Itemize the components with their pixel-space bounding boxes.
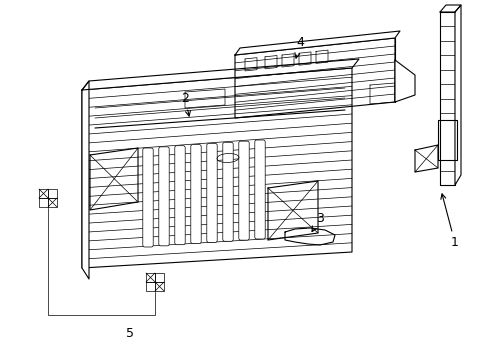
FancyBboxPatch shape <box>238 141 249 240</box>
Polygon shape <box>146 282 155 291</box>
Polygon shape <box>155 273 163 282</box>
Polygon shape <box>235 31 399 55</box>
Text: 3: 3 <box>311 211 323 231</box>
Polygon shape <box>146 273 155 282</box>
Polygon shape <box>90 148 138 210</box>
Text: 1: 1 <box>440 194 458 249</box>
FancyBboxPatch shape <box>142 148 153 247</box>
Text: 5: 5 <box>126 327 134 340</box>
Text: 4: 4 <box>294 36 304 58</box>
Polygon shape <box>414 145 437 172</box>
Polygon shape <box>39 198 48 207</box>
Polygon shape <box>155 282 163 291</box>
FancyBboxPatch shape <box>174 146 185 245</box>
Polygon shape <box>394 60 414 102</box>
Polygon shape <box>82 59 358 90</box>
Polygon shape <box>439 12 454 185</box>
Polygon shape <box>315 50 327 63</box>
Polygon shape <box>437 120 456 160</box>
Polygon shape <box>82 81 89 279</box>
FancyBboxPatch shape <box>223 142 233 241</box>
Polygon shape <box>264 55 276 69</box>
Polygon shape <box>48 198 57 207</box>
Polygon shape <box>267 181 317 240</box>
Polygon shape <box>369 83 394 104</box>
Polygon shape <box>82 68 351 268</box>
Polygon shape <box>439 5 460 12</box>
Polygon shape <box>282 54 293 67</box>
Polygon shape <box>184 89 224 108</box>
Polygon shape <box>244 58 257 71</box>
Polygon shape <box>285 228 334 245</box>
FancyBboxPatch shape <box>206 143 217 242</box>
FancyBboxPatch shape <box>190 145 201 244</box>
Polygon shape <box>454 5 460 185</box>
Polygon shape <box>235 38 394 118</box>
Polygon shape <box>39 189 48 198</box>
Text: 2: 2 <box>181 91 190 116</box>
FancyBboxPatch shape <box>254 140 264 239</box>
FancyBboxPatch shape <box>159 147 169 246</box>
Polygon shape <box>298 52 310 65</box>
Polygon shape <box>48 189 57 198</box>
